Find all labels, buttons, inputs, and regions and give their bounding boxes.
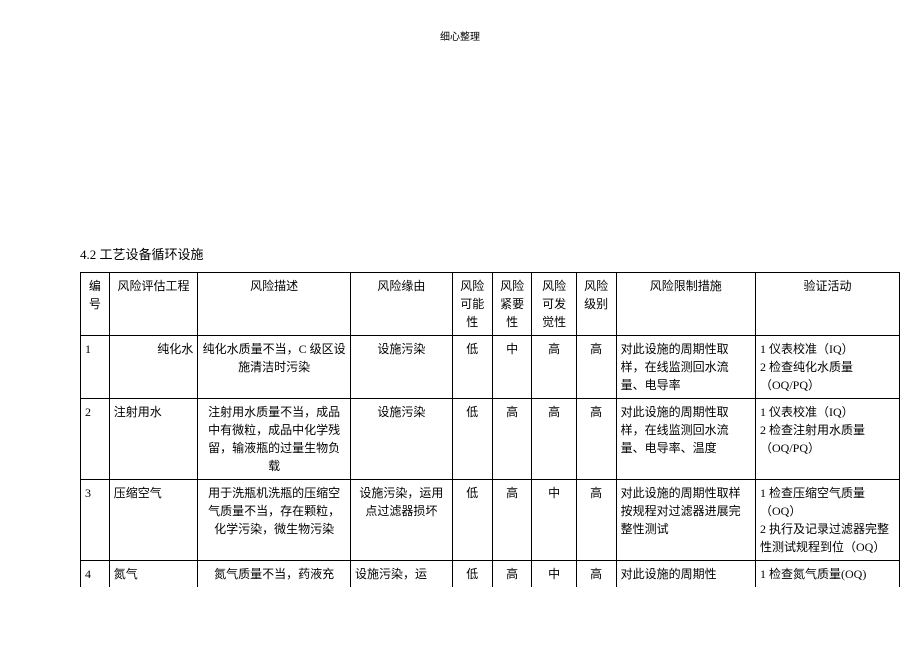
- cell-verify: 1 仪表校准（IQ）2 检查纯化水质量（OQ/PQ）: [756, 336, 900, 399]
- cell-measure: 对此设施的周期性: [616, 561, 755, 588]
- cell-cause: 设施污染: [351, 336, 453, 399]
- cell-urgency: 中: [492, 336, 532, 399]
- col-header-possibility: 风险可能性: [452, 273, 492, 336]
- cell-num: 2: [81, 399, 110, 480]
- col-header-level: 风险级别: [576, 273, 616, 336]
- cell-possibility: 低: [452, 561, 492, 588]
- col-header-num: 编号: [81, 273, 110, 336]
- cell-desc: 注射用水质量不当，成品中有微粒，成品中化学残留，输液瓶的过量生物负载: [198, 399, 351, 480]
- col-header-verify: 验证活动: [756, 273, 900, 336]
- cell-cause: 设施污染，运: [351, 561, 453, 588]
- cell-detect: 高: [532, 399, 576, 480]
- risk-table-container: 编号 风险评估工程 风险描述 风险缘由 风险可能性 风险紧要性 风险可发觉性 风…: [80, 272, 900, 587]
- table-row: 4 氮气 氮气质量不当，药液充 设施污染，运 低 高 中 高 对此设施的周期性 …: [81, 561, 900, 588]
- cell-level: 高: [576, 336, 616, 399]
- cell-level: 高: [576, 561, 616, 588]
- table-header-row: 编号 风险评估工程 风险描述 风险缘由 风险可能性 风险紧要性 风险可发觉性 风…: [81, 273, 900, 336]
- cell-urgency: 高: [492, 561, 532, 588]
- risk-table: 编号 风险评估工程 风险描述 风险缘由 风险可能性 风险紧要性 风险可发觉性 风…: [80, 272, 900, 587]
- cell-num: 1: [81, 336, 110, 399]
- cell-num: 3: [81, 480, 110, 561]
- cell-possibility: 低: [452, 336, 492, 399]
- col-header-detect: 风险可发觉性: [532, 273, 576, 336]
- cell-verify: 1 检查压缩空气质量（OQ）2 执行及记录过滤器完整性测试规程到位（OQ）: [756, 480, 900, 561]
- cell-cause: 设施污染: [351, 399, 453, 480]
- cell-level: 高: [576, 399, 616, 480]
- cell-possibility: 低: [452, 480, 492, 561]
- col-header-urgency: 风险紧要性: [492, 273, 532, 336]
- cell-desc: 用于洗瓶机洗瓶的压缩空气质量不当，存在颗粒，化学污染，微生物污染: [198, 480, 351, 561]
- cell-desc: 纯化水质量不当，C 级区设施清洁时污染: [198, 336, 351, 399]
- cell-item: 纯化水: [109, 336, 198, 399]
- cell-desc: 氮气质量不当，药液充: [198, 561, 351, 588]
- cell-item: 氮气: [109, 561, 198, 588]
- section-title: 4.2 工艺设备循环设施: [80, 244, 204, 263]
- cell-cause: 设施污染，运用点过滤器损坏: [351, 480, 453, 561]
- cell-item: 注射用水: [109, 399, 198, 480]
- table-row: 2 注射用水 注射用水质量不当，成品中有微粒，成品中化学残留，输液瓶的过量生物负…: [81, 399, 900, 480]
- cell-num: 4: [81, 561, 110, 588]
- cell-detect: 中: [532, 480, 576, 561]
- page-header: 细心整理: [440, 28, 480, 43]
- cell-urgency: 高: [492, 480, 532, 561]
- cell-measure: 对此设施的周期性取样，在线监测回水流量、电导率: [616, 336, 755, 399]
- col-header-item: 风险评估工程: [109, 273, 198, 336]
- cell-verify: 1 仪表校准（IQ）2 检查注射用水质量（OQ/PQ）: [756, 399, 900, 480]
- cell-detect: 高: [532, 336, 576, 399]
- cell-verify: 1 检查氮气质量(OQ): [756, 561, 900, 588]
- col-header-measure: 风险限制措施: [616, 273, 755, 336]
- col-header-desc: 风险描述: [198, 273, 351, 336]
- cell-measure: 对此设施的周期性取样按规程对过滤器进展完整性测试: [616, 480, 755, 561]
- cell-item: 压缩空气: [109, 480, 198, 561]
- table-row: 3 压缩空气 用于洗瓶机洗瓶的压缩空气质量不当，存在颗粒，化学污染，微生物污染 …: [81, 480, 900, 561]
- cell-level: 高: [576, 480, 616, 561]
- col-header-cause: 风险缘由: [351, 273, 453, 336]
- cell-possibility: 低: [452, 399, 492, 480]
- cell-detect: 中: [532, 561, 576, 588]
- cell-measure: 对此设施的周期性取样，在线监测回水流量、电导率、温度: [616, 399, 755, 480]
- table-row: 1 纯化水 纯化水质量不当，C 级区设施清洁时污染 设施污染 低 中 高 高 对…: [81, 336, 900, 399]
- cell-urgency: 高: [492, 399, 532, 480]
